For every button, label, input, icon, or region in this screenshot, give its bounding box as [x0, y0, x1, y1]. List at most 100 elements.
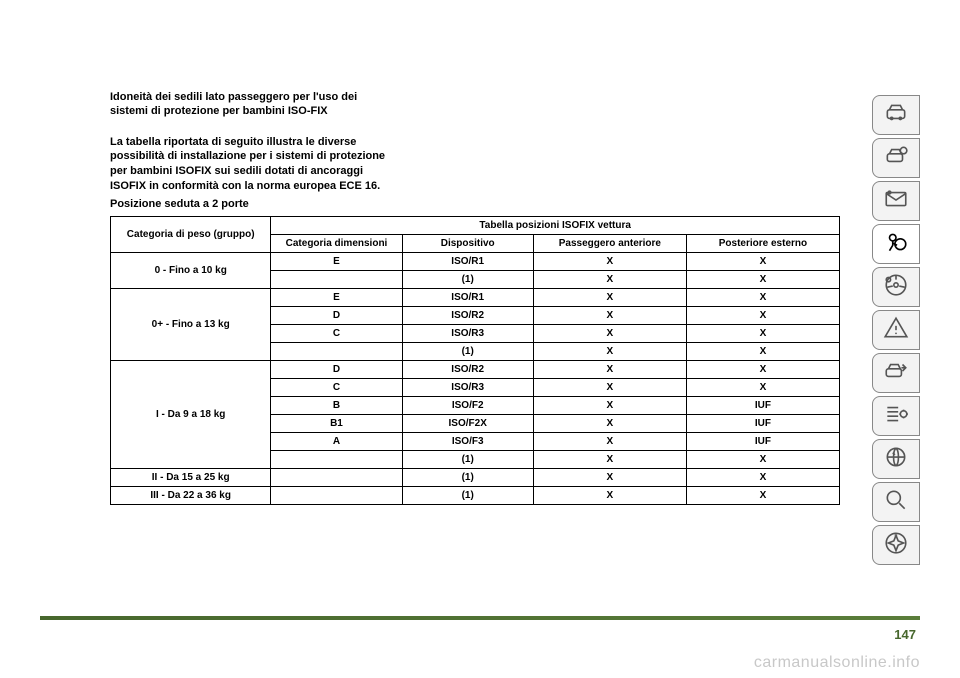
cell: ISO/F2: [402, 396, 533, 414]
cell: C: [271, 324, 402, 342]
cell: X: [533, 432, 686, 450]
car-front-icon: [883, 100, 909, 131]
cell: ISO/R1: [402, 252, 533, 270]
car-service-icon: [883, 358, 909, 389]
page-number: 147: [894, 627, 916, 642]
table-row: III - Da 22 a 36 kg(1)XX: [111, 486, 840, 504]
cell: D: [271, 306, 402, 324]
table-row: II - Da 15 a 25 kg(1)XX: [111, 468, 840, 486]
th-group: Categoria di peso (gruppo): [111, 216, 271, 252]
cell: [271, 342, 402, 360]
cell: D: [271, 360, 402, 378]
cell: ISO/R3: [402, 378, 533, 396]
search-icon: [883, 487, 909, 518]
group-label-cell: 0+ - Fino a 13 kg: [111, 288, 271, 360]
cell: B: [271, 396, 402, 414]
cell: E: [271, 288, 402, 306]
sidebar-tab-car-info[interactable]: [872, 138, 920, 178]
cell: C: [271, 378, 402, 396]
cell: (1): [402, 270, 533, 288]
cell: X: [533, 486, 686, 504]
sidebar-tab-media[interactable]: [872, 439, 920, 479]
cell: X: [533, 306, 686, 324]
group-label-cell: III - Da 22 a 36 kg: [111, 486, 271, 504]
section-heading: Idoneità dei sedili lato passeggero per …: [110, 90, 390, 119]
cell: [271, 270, 402, 288]
group-label-cell: I - Da 9 a 18 kg: [111, 360, 271, 468]
cell: E: [271, 252, 402, 270]
sidebar-tab-car-service[interactable]: [872, 353, 920, 393]
cell: X: [686, 378, 839, 396]
cell: X: [533, 270, 686, 288]
cell: ISO/R2: [402, 306, 533, 324]
intro-paragraph: La tabella riportata di seguito illustra…: [110, 135, 390, 194]
cell: X: [686, 324, 839, 342]
watermark: carmanualsonline.info: [754, 654, 920, 672]
page: Idoneità dei sedili lato passeggero per …: [0, 0, 960, 678]
footer-accent-bar: [40, 616, 920, 620]
cell: X: [533, 396, 686, 414]
sidebar-tab-airbag[interactable]: [872, 224, 920, 264]
cell: X: [533, 414, 686, 432]
table-row: I - Da 9 a 18 kgDISO/R2XX: [111, 360, 840, 378]
cell: X: [533, 252, 686, 270]
table-body: 0 - Fino a 10 kgEISO/R1XX(1)XX0+ - Fino …: [111, 252, 840, 504]
mail-icon: [883, 186, 909, 217]
sidebar-tabs: N: [872, 95, 920, 565]
cell: X: [533, 450, 686, 468]
cell: [271, 486, 402, 504]
table-row: 0 - Fino a 10 kgEISO/R1XX: [111, 252, 840, 270]
cell: [271, 468, 402, 486]
sidebar-tab-compass[interactable]: N: [872, 525, 920, 565]
cell: IUF: [686, 414, 839, 432]
cell: (1): [402, 342, 533, 360]
sidebar-tab-search[interactable]: [872, 482, 920, 522]
cell: A: [271, 432, 402, 450]
th-front: Passeggero anteriore: [533, 234, 686, 252]
cell: B1: [271, 414, 402, 432]
cell: ISO/F3: [402, 432, 533, 450]
cell: (1): [402, 468, 533, 486]
cell: X: [686, 252, 839, 270]
sidebar-tab-steering[interactable]: [872, 267, 920, 307]
sidebar-tab-list-settings[interactable]: [872, 396, 920, 436]
cell: ISO/R2: [402, 360, 533, 378]
cell: (1): [402, 486, 533, 504]
cell: X: [686, 342, 839, 360]
cell: X: [686, 468, 839, 486]
cell: ISO/F2X: [402, 414, 533, 432]
compass-icon: N: [883, 530, 909, 561]
svg-text:N: N: [894, 532, 897, 537]
sidebar-tab-mail[interactable]: [872, 181, 920, 221]
cell: X: [686, 360, 839, 378]
th-span-title: Tabella posizioni ISOFIX vettura: [271, 216, 840, 234]
warning-triangle-icon: [883, 315, 909, 346]
cell: ISO/R1: [402, 288, 533, 306]
cell: (1): [402, 450, 533, 468]
th-device: Dispositivo: [402, 234, 533, 252]
cell: X: [533, 378, 686, 396]
cell: X: [533, 288, 686, 306]
cell: [271, 450, 402, 468]
th-dim: Categoria dimensioni: [271, 234, 402, 252]
cell: X: [686, 486, 839, 504]
car-info-icon: [883, 143, 909, 174]
sidebar-tab-warning-triangle[interactable]: [872, 310, 920, 350]
cell: X: [686, 450, 839, 468]
table-row: 0+ - Fino a 13 kgEISO/R1XX: [111, 288, 840, 306]
isofix-table: Categoria di peso (gruppo) Tabella posiz…: [110, 216, 840, 505]
cell: X: [686, 306, 839, 324]
airbag-icon: [883, 229, 909, 260]
sub-heading: Posizione seduta a 2 porte: [110, 198, 840, 210]
table-head: Categoria di peso (gruppo) Tabella posiz…: [111, 216, 840, 252]
cell: X: [533, 468, 686, 486]
group-label-cell: II - Da 15 a 25 kg: [111, 468, 271, 486]
cell: X: [533, 324, 686, 342]
cell: X: [533, 342, 686, 360]
media-icon: [883, 444, 909, 475]
sidebar-tab-car-front[interactable]: [872, 95, 920, 135]
cell: ISO/R3: [402, 324, 533, 342]
list-settings-icon: [883, 401, 909, 432]
group-label-cell: 0 - Fino a 10 kg: [111, 252, 271, 288]
cell: IUF: [686, 396, 839, 414]
